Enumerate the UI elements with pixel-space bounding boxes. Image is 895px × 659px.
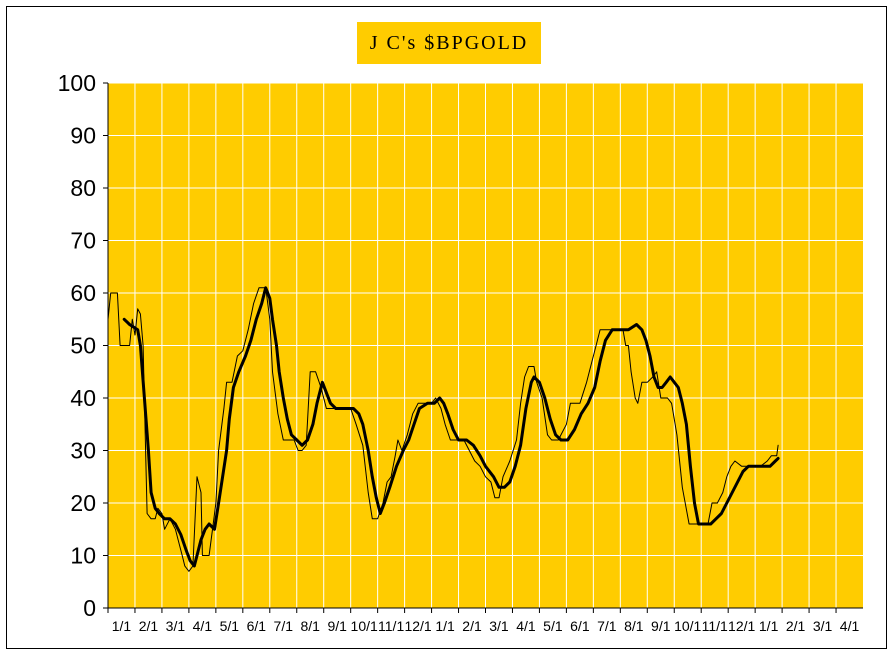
x-tick-label: 8/1	[300, 618, 320, 634]
x-tick-label: 11/1	[378, 618, 404, 634]
x-tick-label: 2/1	[139, 618, 159, 634]
y-tick-label: 40	[70, 385, 96, 411]
y-tick-label: 90	[70, 123, 96, 149]
series-line-smoothed	[122, 286, 780, 568]
y-tick-label: 70	[70, 228, 96, 254]
x-tick-label: 6/1	[570, 618, 590, 634]
chart-title: J C's $BPGOLD	[369, 31, 529, 54]
y-tick-label: 0	[83, 595, 96, 621]
x-tick-label: 1/1	[435, 618, 455, 634]
x-tick-label: 3/1	[813, 618, 833, 634]
x-tick-label: 6/1	[247, 618, 267, 634]
x-tick-label: 3/1	[489, 618, 509, 634]
x-tick-label: 4/1	[840, 618, 860, 634]
x-tick-label: 9/1	[327, 618, 347, 634]
x-tick-label: 4/1	[516, 618, 536, 634]
chart-title-box: J C's $BPGOLD	[357, 22, 541, 64]
x-tick-label: 8/1	[624, 618, 644, 634]
x-tick-label: 12/1	[728, 618, 755, 634]
x-tick-label: 5/1	[220, 618, 240, 634]
x-tick-label: 9/1	[651, 618, 671, 634]
x-tick-label: 5/1	[543, 618, 563, 634]
x-tick-label: 4/1	[193, 618, 213, 634]
x-tick-label: 10/1	[351, 618, 378, 634]
x-tick-label: 12/1	[404, 618, 431, 634]
y-tick-label: 100	[58, 70, 96, 96]
x-tick-label: 2/1	[462, 618, 482, 634]
y-tick-label: 80	[70, 175, 96, 201]
y-tick-label: 60	[70, 280, 96, 306]
x-tick-label: 1/1	[759, 618, 779, 634]
y-tick-label: 20	[70, 490, 96, 516]
x-tick-label: 11/1	[702, 618, 728, 634]
x-tick-label: 3/1	[166, 618, 186, 634]
x-tick-label: 10/1	[674, 618, 701, 634]
x-tick-label: 7/1	[597, 618, 617, 634]
x-tick-label: 1/1	[112, 618, 132, 634]
y-tick-label: 50	[70, 333, 96, 359]
y-tick-label: 30	[70, 438, 96, 464]
x-tick-label: 7/1	[274, 618, 294, 634]
y-tick-label: 10	[70, 543, 96, 569]
x-tick-label: 2/1	[786, 618, 806, 634]
